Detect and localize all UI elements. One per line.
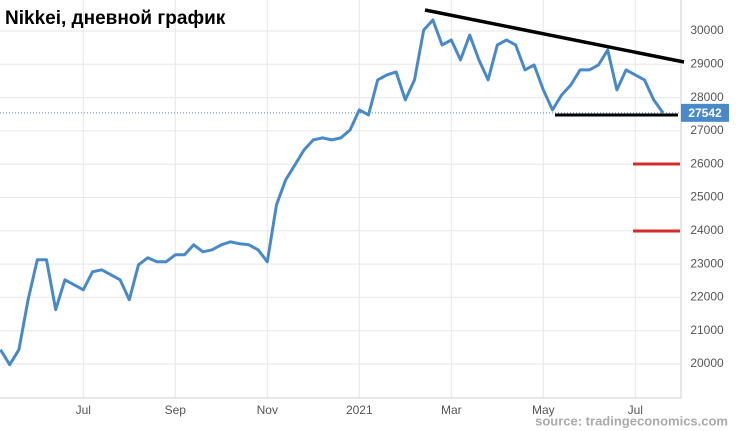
x-tick-label: Mar xyxy=(441,403,462,417)
chart-title: Nikkei, дневной график xyxy=(5,8,226,29)
last-value-label: 27542 xyxy=(688,106,722,120)
y-tick-label: 23000 xyxy=(690,256,724,270)
source: source: tradingeconomics.com xyxy=(535,413,728,428)
x-tick-label: Jul xyxy=(76,403,91,417)
trend-line xyxy=(424,8,685,64)
x-tick-label: Jul xyxy=(628,403,643,417)
y-tick-label: 25000 xyxy=(690,190,724,204)
x-tick-label: May xyxy=(532,403,555,417)
grid xyxy=(0,0,681,398)
y-tick-label: 20000 xyxy=(690,356,724,370)
labels: 20000 21000 22000 23000 24000 25000 26000 27000… xyxy=(76,23,729,417)
y-tick-label: 30000 xyxy=(690,23,724,37)
plot xyxy=(0,18,681,367)
y-tick-label: 24000 xyxy=(690,223,724,237)
price-line xyxy=(0,18,665,367)
x-tick-label: Nov xyxy=(257,403,278,417)
y-tick-label: 28000 xyxy=(690,90,724,104)
x-tick-label: Sep xyxy=(165,403,187,417)
y-tick-label: 29000 xyxy=(690,56,724,70)
x-tick-label: 2021 xyxy=(346,403,373,417)
y-tick-label: 27000 xyxy=(690,123,724,137)
y-tick-label: 22000 xyxy=(690,290,724,304)
y-tick-label: 26000 xyxy=(690,156,724,170)
y-tick-label: 21000 xyxy=(690,323,724,337)
last-value-box xyxy=(681,103,729,122)
